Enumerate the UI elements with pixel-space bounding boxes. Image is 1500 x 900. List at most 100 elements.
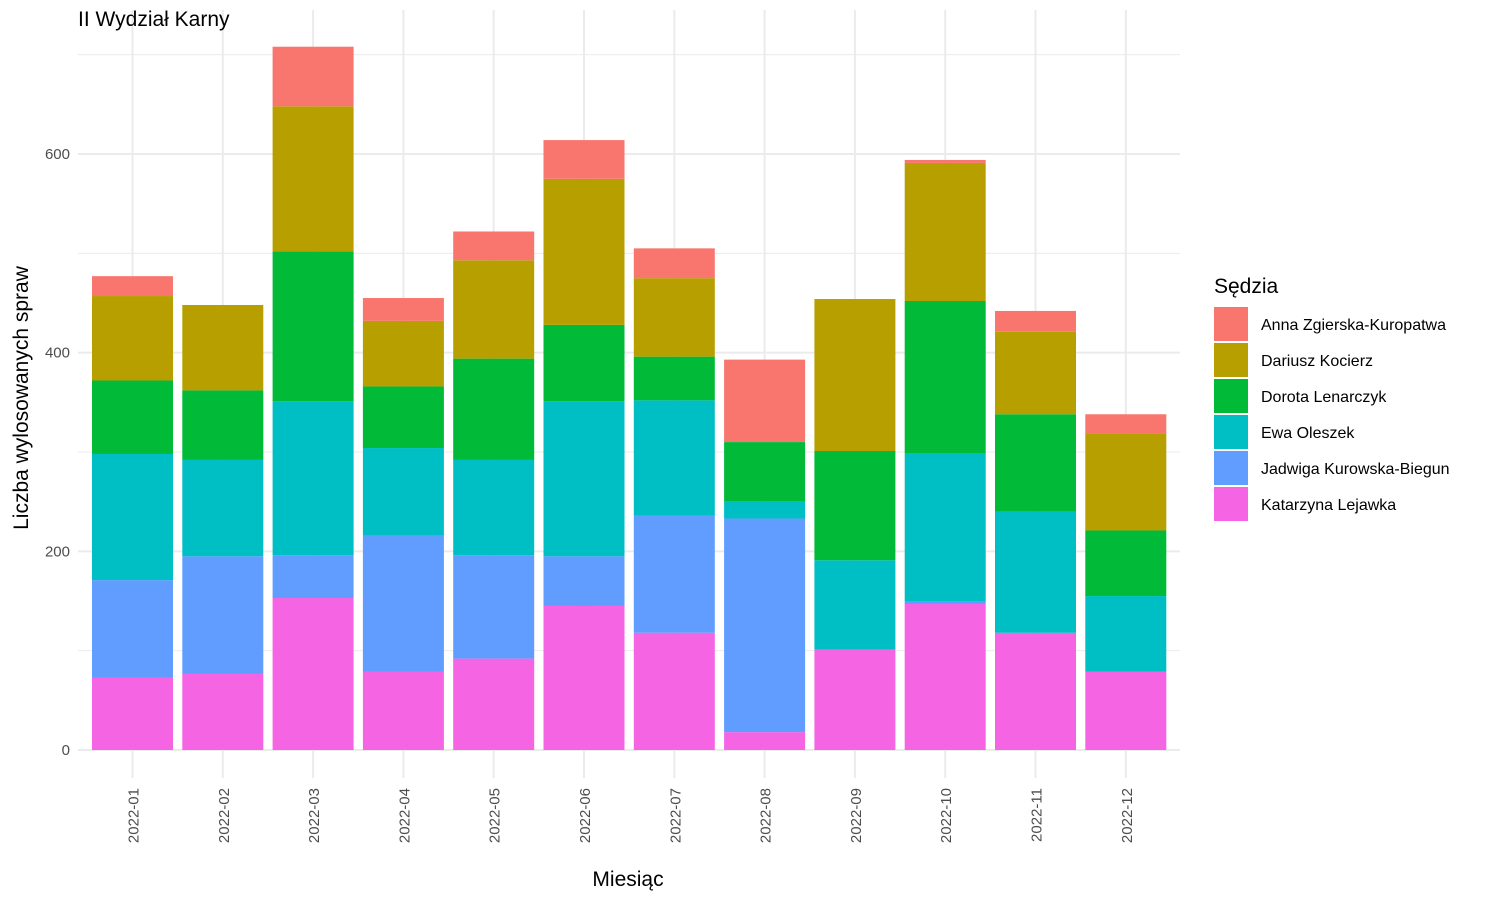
x-axis-title: Miesiąc — [592, 868, 663, 891]
bar-segment — [1085, 596, 1167, 672]
bar-segment — [995, 331, 1076, 415]
y-tick-label: 0 — [62, 742, 70, 759]
legend-label: Dorota Lenarczyk — [1261, 389, 1387, 406]
bar-segment — [182, 304, 264, 391]
bar-segment — [362, 320, 444, 387]
bar-segment — [1085, 414, 1167, 434]
bar-segment — [453, 555, 535, 659]
bar-segment — [633, 515, 715, 633]
bar-segment — [814, 451, 896, 561]
bar-segment — [453, 358, 535, 460]
legend-label: Dariusz Kocierz — [1261, 353, 1373, 370]
bar-segment — [92, 276, 173, 297]
legend-key — [1214, 307, 1248, 341]
bar-segment — [724, 359, 806, 443]
legend-label: Jadwiga Kurowska-Biegun — [1261, 461, 1450, 478]
legend-label: Anna Zgierska-Kuropatwa — [1261, 317, 1446, 334]
legend-key — [1214, 451, 1248, 485]
bar-segment — [182, 673, 264, 750]
bar-segment — [633, 400, 715, 516]
bar-segment — [995, 511, 1076, 633]
bar-segment — [453, 459, 535, 556]
bar-segment — [543, 324, 625, 402]
x-tick-label: 2022-07 — [667, 788, 684, 843]
legend-label: Ewa Oleszek — [1261, 425, 1355, 442]
bar-segment — [633, 632, 715, 750]
bar-segment — [543, 556, 625, 606]
x-tick-label: 2022-12 — [1119, 788, 1136, 843]
x-tick-label: 2022-02 — [216, 788, 233, 843]
bar-segment — [453, 658, 535, 750]
chart-title: II Wydział Karny — [78, 8, 230, 31]
bar-segment — [182, 390, 264, 460]
x-tick-label: 2022-08 — [758, 788, 775, 843]
x-tick-label: 2022-05 — [487, 788, 504, 843]
x-tick-label: 2022-06 — [577, 788, 594, 843]
legend-key — [1214, 343, 1248, 377]
bar-segment — [904, 452, 986, 601]
bar-segment — [543, 140, 625, 179]
y-tick-label: 200 — [45, 543, 70, 560]
bar-segment — [724, 732, 806, 750]
x-tick-label: 2022-03 — [306, 788, 323, 843]
y-tick-label: 600 — [45, 146, 70, 163]
bar-segment — [543, 401, 625, 557]
bar-segment — [904, 159, 986, 163]
y-axis-title: Liczba wylosowanych spraw — [10, 265, 33, 530]
bar-segment — [362, 535, 444, 672]
bar-segment — [814, 649, 896, 750]
bar-segment — [362, 386, 444, 449]
x-axis-tick-labels: 2022-01 2022-02 2022-03 2022-04 2022-05 2022-… — [126, 788, 1136, 843]
bar-segment — [633, 278, 715, 357]
bar-segment — [814, 299, 896, 452]
bar-segment — [182, 556, 264, 674]
bar-segment — [633, 356, 715, 401]
bar-segment — [362, 298, 444, 321]
bar-segment — [543, 605, 625, 750]
bar-segment — [453, 231, 535, 261]
bar-segment — [272, 46, 354, 107]
bar-segment — [995, 310, 1076, 332]
bar-segment — [995, 414, 1076, 512]
bar-segment — [182, 459, 264, 557]
bar-segment — [904, 162, 986, 302]
legend-label: Katarzyna Lejawka — [1261, 497, 1396, 514]
bar-segment — [1085, 530, 1167, 597]
legend: Sędzia Anna Zgierska-Kuropatwa Dariusz Ko… — [1214, 275, 1450, 521]
bar-segment — [272, 401, 354, 556]
y-tick-label: 400 — [45, 345, 70, 362]
bar-segment — [724, 518, 806, 733]
bar-segment — [362, 671, 444, 750]
bar-segment — [543, 178, 625, 325]
x-tick-label: 2022-10 — [938, 788, 955, 843]
bars — [92, 46, 1167, 750]
bar-segment — [272, 106, 354, 252]
bar-segment — [272, 251, 354, 402]
bar-segment — [92, 296, 173, 381]
bar-segment — [724, 501, 806, 519]
x-tick-label: 2022-11 — [1029, 788, 1046, 842]
bar-segment — [995, 632, 1076, 750]
bar-segment — [633, 248, 715, 279]
bar-segment — [814, 560, 896, 650]
bar-segment — [904, 301, 986, 453]
x-tick-label: 2022-01 — [126, 788, 143, 843]
legend-title: Sędzia — [1214, 275, 1279, 298]
x-tick-label: 2022-04 — [396, 788, 413, 843]
y-axis-tick-labels: 0 200 400 600 — [45, 146, 70, 759]
bar-segment — [724, 442, 806, 502]
legend-key — [1214, 487, 1248, 521]
legend-key — [1214, 415, 1248, 449]
bar-segment — [92, 453, 173, 581]
bar-segment — [362, 448, 444, 536]
bar-segment — [453, 260, 535, 359]
bar-segment — [92, 380, 173, 454]
bar-segment — [272, 555, 354, 599]
bar-segment — [272, 598, 354, 750]
legend-key — [1214, 379, 1248, 413]
bar-segment — [92, 580, 173, 678]
bar-segment — [1085, 671, 1167, 750]
bar-segment — [1085, 433, 1167, 531]
bar-segment — [92, 677, 173, 750]
